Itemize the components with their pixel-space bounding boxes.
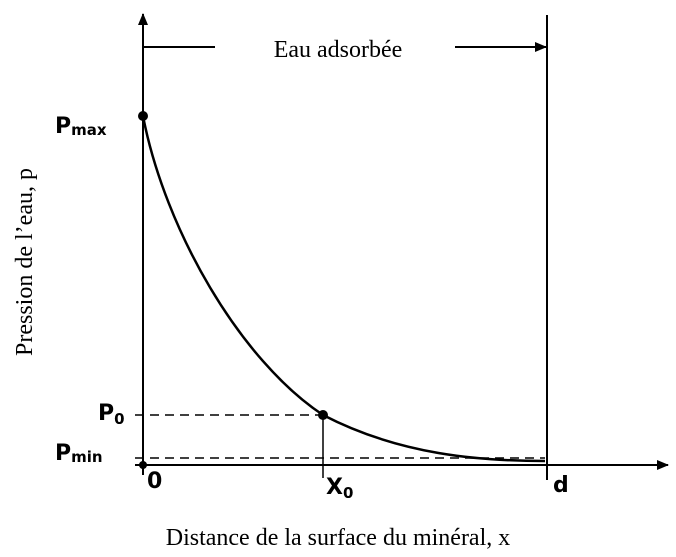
label-sub: max	[71, 121, 107, 139]
d-label: d	[553, 473, 569, 498]
p-max-label: Pmax	[55, 114, 107, 139]
label-main: P	[55, 114, 71, 139]
pmax-dot	[138, 111, 148, 121]
label-sub: min	[71, 448, 102, 466]
origin-label: 0	[147, 469, 162, 494]
label-main: P	[55, 441, 71, 466]
label-sub: 0	[343, 484, 353, 502]
label-sub: 0	[114, 410, 124, 428]
p-min-label: Pmin	[55, 441, 103, 466]
label-main: P	[98, 401, 114, 426]
x-0-label: X0	[326, 475, 353, 502]
pressure-curve	[141, 115, 546, 463]
y-axis-label: Pression de l’eau, p	[12, 168, 38, 356]
p-0-label: P0	[98, 401, 125, 428]
p0-dot	[318, 410, 328, 420]
origin-dot	[139, 461, 147, 469]
x-axis-label: Distance de la surface du minéral, x	[166, 525, 511, 551]
title: Eau adsorbée	[274, 37, 403, 63]
label-main: X	[326, 475, 343, 500]
